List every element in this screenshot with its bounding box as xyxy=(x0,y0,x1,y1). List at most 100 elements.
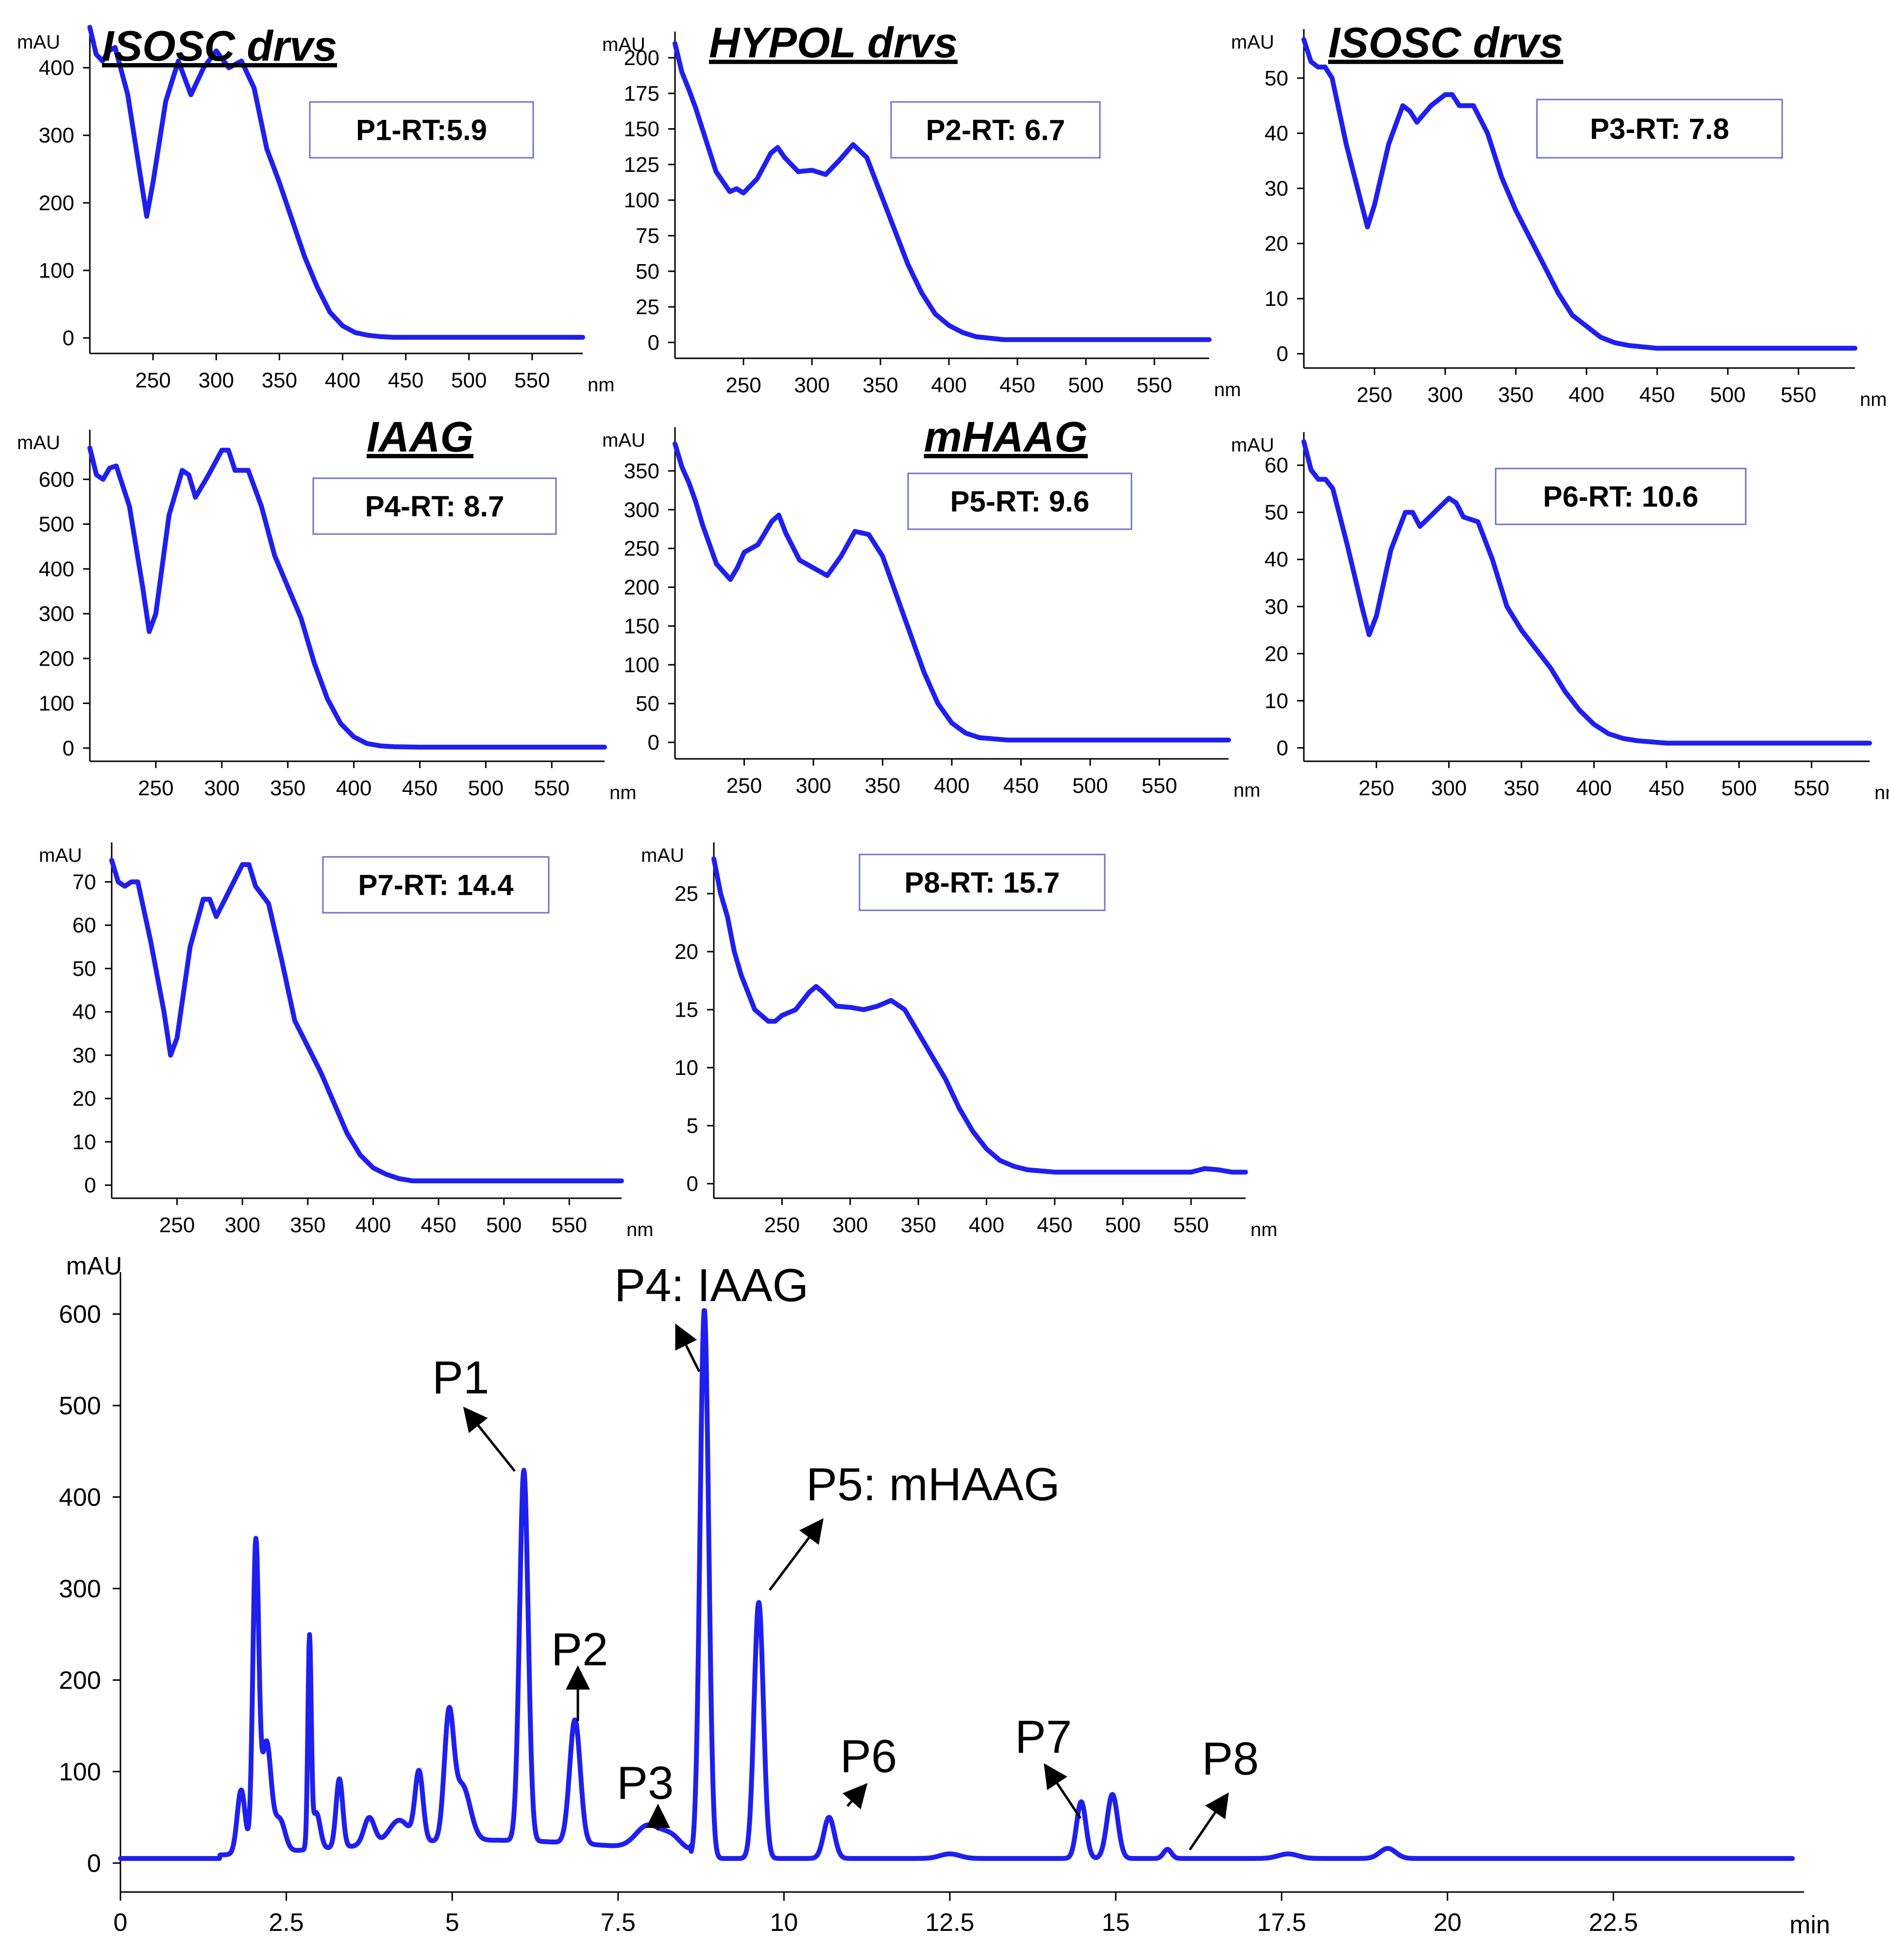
y-unit-label: mAU xyxy=(602,34,645,55)
y-tick-label: 40 xyxy=(72,1000,96,1024)
y-tick-label: 150 xyxy=(624,117,659,141)
y-tick-label: 300 xyxy=(39,602,74,626)
peak-arrow-p4 xyxy=(675,1323,701,1373)
y-tick-label: 20 xyxy=(675,940,698,964)
x-tick-label: 550 xyxy=(552,1213,587,1237)
chrom-x-tick-label: 12.5 xyxy=(925,1909,974,1937)
peak-label-p2: P2 xyxy=(551,1624,608,1675)
x-tick-label: 400 xyxy=(1569,383,1604,407)
y-tick-label: 25 xyxy=(675,882,698,906)
spectrum-panel-p1: 0 100 200 300 400 mAU 250 300 350 400 450 500 550 nm I… xyxy=(17,22,615,396)
peak-arrow-p7 xyxy=(1044,1763,1082,1819)
y-tick-label: 10 xyxy=(675,1056,698,1080)
rt-label-box xyxy=(309,101,534,159)
x-tick-label: 250 xyxy=(138,776,173,800)
chrom-x-tick-label: 7.5 xyxy=(601,1909,636,1937)
x-tick-label: 350 xyxy=(290,1213,325,1237)
spectrum-panel-p4: 0 100 200 300 400 500 600 mAU 250 300 350 400 450 500… xyxy=(17,413,637,804)
y-tick-label: 200 xyxy=(39,647,74,670)
y-tick-label: 40 xyxy=(1265,548,1288,571)
x-tick-label: 250 xyxy=(764,1213,800,1237)
x-tick-label: 550 xyxy=(1794,776,1829,800)
y-tick-label: 30 xyxy=(72,1043,96,1067)
y-tick-label: 20 xyxy=(1265,232,1288,256)
x-unit-label: nm xyxy=(1860,389,1887,410)
y-tick-label: 200 xyxy=(624,46,659,70)
y-tick-label: 5 xyxy=(687,1114,698,1138)
x-tick-label: 300 xyxy=(225,1213,260,1237)
chrom-y-tick-label: 600 xyxy=(59,1301,101,1329)
x-tick-label: 350 xyxy=(1503,776,1539,800)
y-unit-label: mAU xyxy=(1231,32,1274,53)
y-tick-label: 0 xyxy=(1277,736,1288,760)
x-tick-label: 400 xyxy=(1576,776,1612,800)
y-tick-label: 150 xyxy=(624,614,659,638)
chrom-y-tick-label: 200 xyxy=(59,1666,101,1694)
y-tick-label: 30 xyxy=(1265,595,1288,619)
x-tick-label: 450 xyxy=(402,776,438,800)
x-tick-label: 350 xyxy=(865,774,900,798)
panel-title: mHAAG xyxy=(924,413,1088,461)
chromatogram-panel: 0 100 200 300 400 500 600 mAU 0 2.5 5 7.5 10 12.5 15 17… xyxy=(59,1252,1830,1939)
x-tick-label: 300 xyxy=(795,774,831,798)
x-tick-label: 350 xyxy=(862,373,898,397)
rt-label: P8-RT: 15.7 xyxy=(904,867,1060,899)
chrom-y-tick-label: 0 xyxy=(87,1849,101,1877)
spectrum-line xyxy=(87,445,607,750)
peak-label-p8: P8 xyxy=(1202,1733,1259,1785)
panel-title: ISOSC drvs xyxy=(102,22,337,70)
y-tick-label: 15 xyxy=(675,998,698,1022)
y-tick-label: 30 xyxy=(1265,177,1288,201)
rt-label: P6-RT: 10.6 xyxy=(1543,481,1698,513)
y-tick-label: 0 xyxy=(63,737,74,760)
y-tick-label: 0 xyxy=(687,1172,698,1196)
y-tick-label: 20 xyxy=(1265,642,1288,666)
peak-label-p1: P1 xyxy=(432,1352,489,1404)
panel-title: ISOSC drvs xyxy=(1328,18,1563,67)
x-tick-label: 350 xyxy=(270,776,305,800)
chrom-x-tick-label: 20 xyxy=(1434,1909,1462,1937)
x-tick-label: 400 xyxy=(969,1213,1004,1237)
y-unit-label: mAU xyxy=(39,845,82,866)
x-tick-label: 300 xyxy=(204,776,239,800)
y-tick-label: 40 xyxy=(1265,121,1288,145)
x-tick-label: 500 xyxy=(1068,373,1103,397)
y-tick-label: 200 xyxy=(624,576,659,600)
chrom-x-tick-label: 2.5 xyxy=(269,1909,304,1937)
x-tick-label: 500 xyxy=(1105,1213,1141,1237)
spectrum-line xyxy=(87,25,585,340)
y-tick-label: 50 xyxy=(1265,67,1288,90)
x-tick-label: 400 xyxy=(355,1213,391,1237)
spectrum-line xyxy=(1301,37,1857,351)
y-tick-label: 125 xyxy=(624,153,659,177)
x-tick-label: 550 xyxy=(514,369,550,392)
y-tick-label: 100 xyxy=(624,188,659,212)
rt-label-box xyxy=(322,856,550,914)
x-unit-label: nm xyxy=(588,374,615,396)
y-tick-label: 60 xyxy=(1265,453,1288,477)
spectrum-panel-p5: 0 50 100 150 200 250 300 350 mAU 250 300 350 400 450 5… xyxy=(602,413,1261,801)
y-tick-label: 200 xyxy=(39,191,74,215)
peak-label-p4: P4: IAAG xyxy=(614,1259,809,1311)
y-tick-label: 10 xyxy=(1265,287,1288,311)
peak-arrow-p1 xyxy=(463,1407,516,1472)
y-tick-label: 50 xyxy=(636,260,659,284)
chrom-y-tick-label: 400 xyxy=(59,1483,101,1511)
y-tick-label: 20 xyxy=(72,1087,96,1111)
y-unit-label: mAU xyxy=(641,845,684,866)
x-tick-label: 350 xyxy=(900,1213,936,1237)
x-tick-label: 400 xyxy=(931,373,966,397)
panel-title: HYPOL drvs xyxy=(709,18,958,67)
x-tick-label: 300 xyxy=(1431,776,1467,800)
x-tick-label: 500 xyxy=(1710,383,1745,407)
peak-arrow-p6 xyxy=(842,1783,868,1809)
y-tick-label: 0 xyxy=(63,326,74,350)
y-unit-label: mAU xyxy=(602,430,645,451)
y-tick-label: 350 xyxy=(624,459,659,483)
rt-label-box xyxy=(859,854,1106,911)
spectrum-panel-p8: 0 5 10 15 20 25 mAU 250 300 350 400 450 500 550 nm P8-R… xyxy=(641,842,1278,1240)
rt-label-box xyxy=(312,477,557,535)
y-tick-label: 175 xyxy=(624,82,659,105)
